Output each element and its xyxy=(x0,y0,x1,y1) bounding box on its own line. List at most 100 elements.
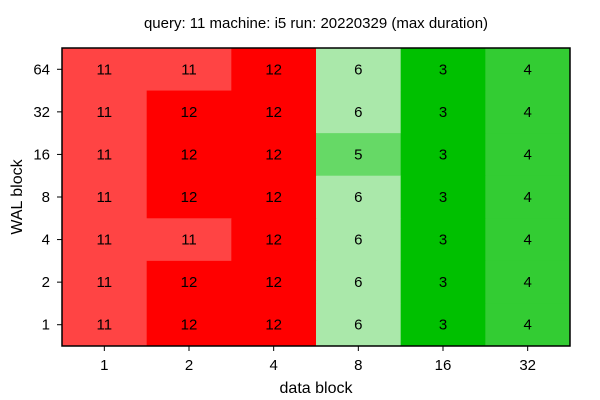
cell-value-label: 3 xyxy=(439,189,447,206)
heatmap-cell xyxy=(62,48,148,92)
heatmap-cell xyxy=(146,48,232,92)
heatmap-cell xyxy=(231,218,317,262)
heatmap-cell xyxy=(485,90,571,134)
cell-value-label: 3 xyxy=(439,104,447,121)
heatmap-cell xyxy=(400,260,486,304)
cell-value-label: 12 xyxy=(265,274,282,291)
heatmap-cell xyxy=(485,303,571,347)
heatmap-cell xyxy=(231,175,317,219)
heatmap-cell xyxy=(316,218,402,262)
x-axis-ticks: 1 2 4 8 16 32 xyxy=(100,346,536,374)
heatmap-cell xyxy=(316,48,402,92)
heatmap-cell xyxy=(62,133,148,177)
cell-value-label: 6 xyxy=(354,61,362,78)
heatmap-cell xyxy=(146,90,232,134)
heatmap-cell-labels: 11 11 12 6 3 4 11 12 12 6 3 4 11 12 12 5 3 4 11 12 12 6 3 4 11 11… xyxy=(97,61,532,333)
cell-value-label: 4 xyxy=(523,232,531,249)
cell-value-label: 12 xyxy=(265,189,282,206)
heatmap-cell xyxy=(400,175,486,219)
cell-value-label: 12 xyxy=(265,146,282,163)
x-tick-label: 4 xyxy=(269,357,277,374)
cell-value-label: 11 xyxy=(97,146,113,163)
x-tick-label: 1 xyxy=(100,357,108,374)
heatmap-cell xyxy=(62,218,148,262)
y-tick-label: 8 xyxy=(42,189,50,206)
x-tick-label: 16 xyxy=(435,357,452,374)
heatmap-cell xyxy=(485,218,571,262)
heatmap-cell xyxy=(146,133,232,177)
heatmap-cell xyxy=(231,90,317,134)
y-tick-label: 32 xyxy=(33,104,50,121)
cell-value-label: 11 xyxy=(181,232,197,249)
heatmap-cell xyxy=(231,133,317,177)
cell-value-label: 6 xyxy=(354,274,362,291)
cell-value-label: 11 xyxy=(97,232,113,249)
cell-value-label: 12 xyxy=(181,189,198,206)
heatmap-cell xyxy=(485,260,571,304)
heatmap-cell xyxy=(231,260,317,304)
heatmap-cell xyxy=(316,303,402,347)
y-tick-label: 16 xyxy=(33,146,50,163)
heatmap-cell xyxy=(62,303,148,347)
cell-value-label: 4 xyxy=(523,317,531,334)
y-tick-label: 1 xyxy=(42,317,50,334)
cell-value-label: 4 xyxy=(523,146,531,163)
x-tick-label: 2 xyxy=(185,357,193,374)
heatmap-cell xyxy=(231,48,317,92)
cell-value-label: 4 xyxy=(523,189,531,206)
heatmap-cell xyxy=(146,260,232,304)
heatmap-cell xyxy=(400,48,486,92)
cell-value-label: 12 xyxy=(181,104,198,121)
cell-value-label: 6 xyxy=(354,317,362,334)
heatmap-cell xyxy=(146,303,232,347)
y-axis-label: WAL block xyxy=(9,158,26,234)
cell-value-label: 12 xyxy=(265,104,282,121)
heatmap-cell xyxy=(146,218,232,262)
heatmap-cell xyxy=(62,175,148,219)
cell-value-label: 3 xyxy=(439,61,447,78)
cell-value-label: 12 xyxy=(265,61,282,78)
chart-title: query: 11 machine: i5 run: 20220329 (max… xyxy=(144,15,488,32)
cell-value-label: 3 xyxy=(439,274,447,291)
cell-value-label: 4 xyxy=(523,104,531,121)
heatmap-cell xyxy=(316,90,402,134)
cell-value-label: 3 xyxy=(439,232,447,249)
heatmap-cell xyxy=(400,303,486,347)
cell-value-label: 6 xyxy=(354,104,362,121)
x-tick-label: 32 xyxy=(519,357,536,374)
heatmap-cells xyxy=(62,48,571,347)
x-axis-label: data block xyxy=(280,380,354,397)
y-axis-ticks: 64 32 16 8 4 2 1 xyxy=(33,61,62,334)
cell-value-label: 3 xyxy=(439,146,447,163)
cell-value-label: 3 xyxy=(439,317,447,334)
heatmap-cell xyxy=(485,175,571,219)
cell-value-label: 11 xyxy=(97,317,113,334)
cell-value-label: 5 xyxy=(354,146,362,163)
cell-value-label: 11 xyxy=(97,189,113,206)
heatmap-cell xyxy=(62,90,148,134)
cell-value-label: 12 xyxy=(181,274,198,291)
x-tick-label: 8 xyxy=(354,357,362,374)
y-tick-label: 64 xyxy=(33,61,50,78)
cell-value-label: 6 xyxy=(354,189,362,206)
heatmap-cell xyxy=(316,260,402,304)
heatmap-cell xyxy=(62,260,148,304)
cell-value-label: 12 xyxy=(265,317,282,334)
cell-value-label: 4 xyxy=(523,274,531,291)
heatmap-cell xyxy=(485,133,571,177)
heatmap-cell xyxy=(146,175,232,219)
heatmap-cell xyxy=(400,90,486,134)
cell-value-label: 4 xyxy=(523,61,531,78)
cell-value-label: 11 xyxy=(97,104,113,121)
cell-value-label: 11 xyxy=(181,61,197,78)
heatmap-cell xyxy=(400,218,486,262)
y-tick-label: 4 xyxy=(42,232,50,249)
cell-value-label: 6 xyxy=(354,232,362,249)
cell-value-label: 12 xyxy=(265,232,282,249)
heatmap-cell xyxy=(316,175,402,219)
heatmap-cell xyxy=(485,48,571,92)
cell-value-label: 11 xyxy=(97,274,113,291)
heatmap-cell xyxy=(400,133,486,177)
